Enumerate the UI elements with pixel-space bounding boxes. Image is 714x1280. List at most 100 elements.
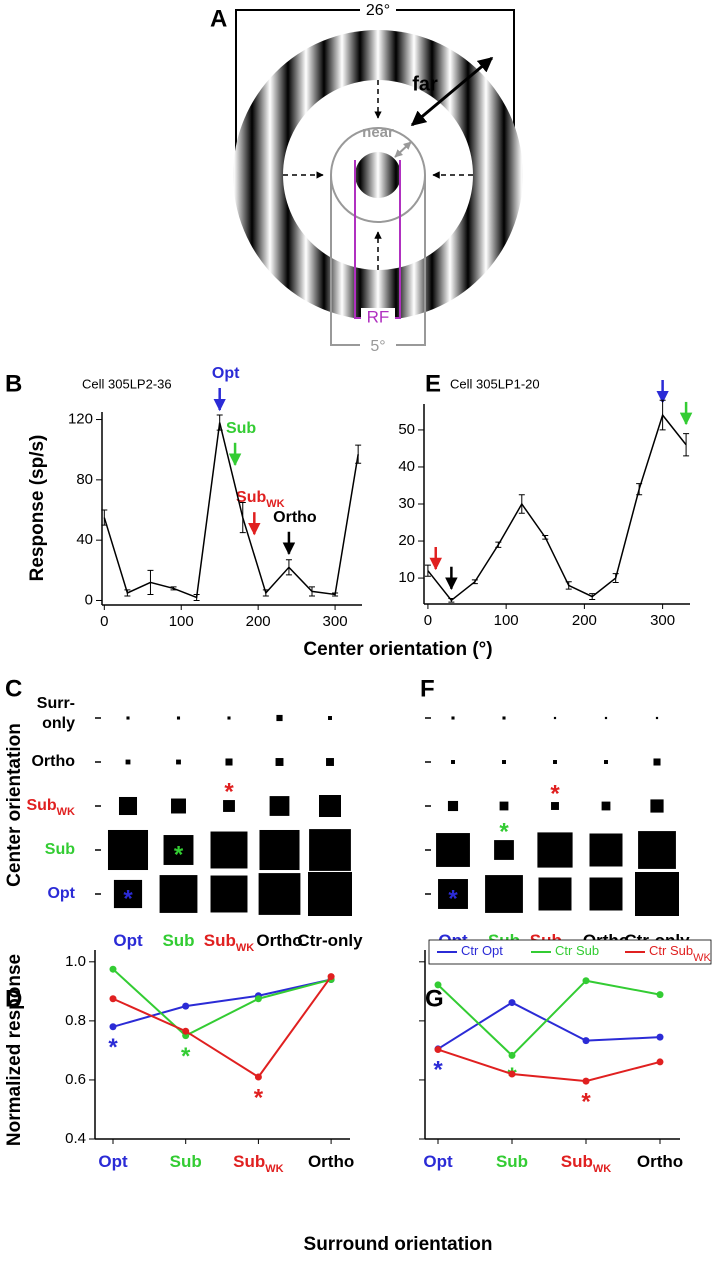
x-tick-label: Sub	[170, 1152, 202, 1171]
response-square	[258, 873, 301, 915]
response-square	[436, 833, 470, 867]
point	[582, 1077, 590, 1085]
response-square	[276, 714, 283, 722]
chart-title: Cell 305LP1-20	[450, 376, 540, 391]
column-label: Ortho	[256, 931, 302, 950]
response-square	[227, 716, 231, 720]
error-bar	[518, 494, 525, 514]
asterisk: *	[499, 818, 509, 845]
marker-label-main: Opt	[212, 365, 240, 382]
response-square	[604, 760, 608, 764]
asterisk: *	[224, 778, 234, 805]
response-square	[502, 760, 506, 764]
column-label-main: Ortho	[256, 931, 302, 950]
y-tick-label: 0.6	[65, 1071, 86, 1088]
response-square	[210, 831, 248, 869]
response-square	[319, 795, 341, 817]
row-label: only	[42, 715, 75, 732]
x-tick-label: SubWK	[233, 1152, 283, 1174]
x-tick-label-main: Sub	[496, 1152, 528, 1171]
error-bar	[471, 579, 478, 585]
point	[508, 999, 516, 1007]
y-tick-label: 0	[85, 591, 93, 608]
y-axis-label: Response (sp/s)	[27, 435, 48, 582]
x-tick-label: SubWK	[561, 1152, 611, 1174]
row-label-main: Opt	[47, 885, 75, 902]
x-tick-label: Ortho	[637, 1152, 683, 1171]
asterisk: *	[254, 1084, 264, 1111]
legend-label: Ctr SubWK	[649, 943, 711, 963]
response-square	[451, 716, 455, 720]
response-square	[538, 877, 572, 911]
response-square	[494, 840, 514, 860]
legend: Ctr Opt Ctr Sub Ctr SubWK	[428, 939, 711, 965]
y-tick-label: 0.4	[65, 1130, 86, 1147]
error-bar	[355, 444, 362, 464]
y-tick-label: 80	[76, 471, 93, 488]
panel-letter: G	[425, 985, 444, 1012]
column-label-sub: WK	[236, 942, 254, 954]
row-label: Ortho	[31, 753, 75, 770]
asterisk: *	[581, 1088, 591, 1115]
point	[109, 965, 117, 973]
panel-letter: E	[425, 370, 441, 397]
error-bar	[636, 483, 643, 496]
response-square	[553, 716, 557, 720]
column-label: Ctr-only	[297, 931, 363, 950]
y-tick-label: 0.8	[65, 1012, 86, 1029]
point	[582, 977, 590, 985]
error-bar	[332, 592, 339, 597]
response-square	[259, 829, 300, 871]
asterisk: *	[550, 780, 560, 807]
error-bar	[124, 589, 131, 597]
point	[182, 1027, 190, 1035]
error-bar	[589, 593, 596, 601]
panel-letter: D	[5, 985, 22, 1012]
error-bar	[239, 501, 246, 534]
point	[656, 1058, 664, 1066]
x-tick-label-main: Ortho	[308, 1152, 354, 1171]
error-bar	[193, 593, 200, 601]
response-square	[638, 831, 676, 869]
error-bar	[542, 534, 549, 540]
response-square	[650, 799, 664, 813]
series-line	[437, 1048, 661, 1083]
error-bar	[216, 414, 223, 431]
x-tick-label: 200	[572, 612, 597, 629]
x-tick-label-sub: WK	[593, 1163, 611, 1175]
response-square	[589, 833, 623, 867]
x-tick-label: 100	[494, 612, 519, 629]
point	[656, 991, 664, 999]
x-tick-label: Ortho	[308, 1152, 354, 1171]
far-label: far	[412, 73, 438, 95]
error-bar	[147, 569, 154, 595]
legend-label-main: Ctr Sub	[555, 943, 599, 958]
row-label-sub: WK	[57, 806, 75, 818]
error-bar	[309, 586, 315, 597]
response-square	[601, 801, 611, 811]
y-tick-label: 30	[398, 495, 415, 512]
x-tick-label-main: Sub	[233, 1152, 265, 1171]
error-bar	[659, 399, 666, 431]
rf-label: RF	[367, 307, 390, 326]
response-square	[113, 879, 143, 909]
row-label: Surr-	[37, 695, 75, 712]
error-bar	[285, 559, 292, 576]
label-bg	[361, 308, 395, 328]
row-label: Sub	[45, 841, 75, 858]
response-square	[551, 802, 559, 810]
response-square	[499, 801, 509, 811]
column-label: SubWK	[204, 931, 254, 953]
response-square	[502, 716, 506, 720]
near-arrow	[394, 141, 412, 158]
asterisk: *	[433, 1056, 443, 1083]
response-square	[553, 760, 557, 764]
asterisk: *	[174, 841, 184, 868]
error-bar	[565, 581, 572, 590]
legend-label-sub: WK	[693, 952, 711, 964]
x-tick-label: 300	[650, 612, 675, 629]
point	[254, 995, 262, 1003]
x-tick-label-main: Sub	[170, 1152, 202, 1171]
rf-size-label: 5°	[370, 338, 385, 355]
response-square	[125, 759, 131, 765]
